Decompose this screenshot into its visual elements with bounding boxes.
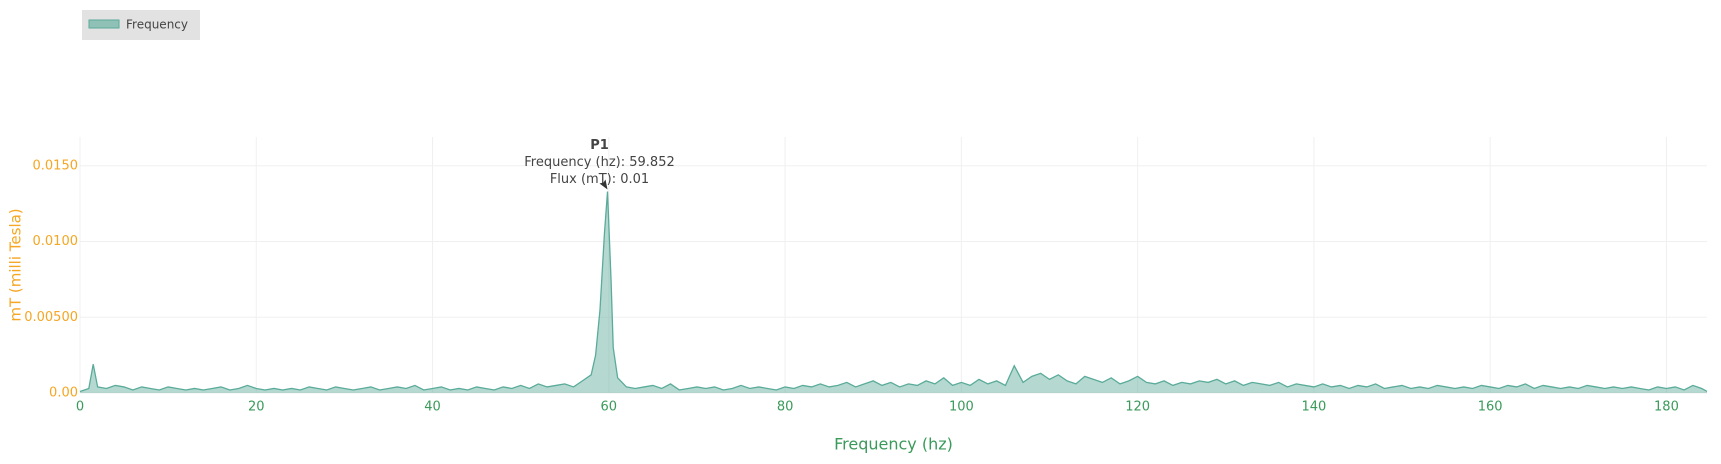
legend-swatch	[88, 19, 120, 29]
area-fill	[80, 191, 1707, 393]
annotation-text: Frequency (hz): 59.852	[524, 155, 675, 170]
y-tick-label: 0.00500	[24, 310, 78, 325]
annotation-arrow	[599, 179, 608, 190]
x-tick-label: 80	[777, 400, 794, 415]
x-tick-label: 140	[1301, 400, 1326, 415]
y-tick-label: 0.00	[49, 386, 78, 401]
y-axis-title: mT (milli Tesla)	[7, 208, 25, 321]
y-tick-label: 0.0150	[33, 158, 79, 173]
legend-label: Frequency	[126, 18, 188, 32]
y-tick-label: 0.0100	[33, 234, 79, 249]
x-tick-label: 20	[248, 400, 265, 415]
x-tick-label: 100	[949, 400, 974, 415]
x-axis-title: Frequency (hz)	[834, 435, 953, 454]
x-tick-label: 40	[424, 400, 441, 415]
x-tick-label: 120	[1125, 400, 1150, 415]
x-tick-label: 180	[1654, 400, 1679, 415]
annotation-text: Flux (mT): 0.01	[550, 172, 649, 187]
annotation-title: P1	[590, 138, 609, 153]
x-tick-label: 160	[1478, 400, 1503, 415]
area-line	[79, 191, 1708, 393]
x-tick-label: 0	[76, 400, 84, 415]
x-tick-label: 60	[601, 400, 618, 415]
